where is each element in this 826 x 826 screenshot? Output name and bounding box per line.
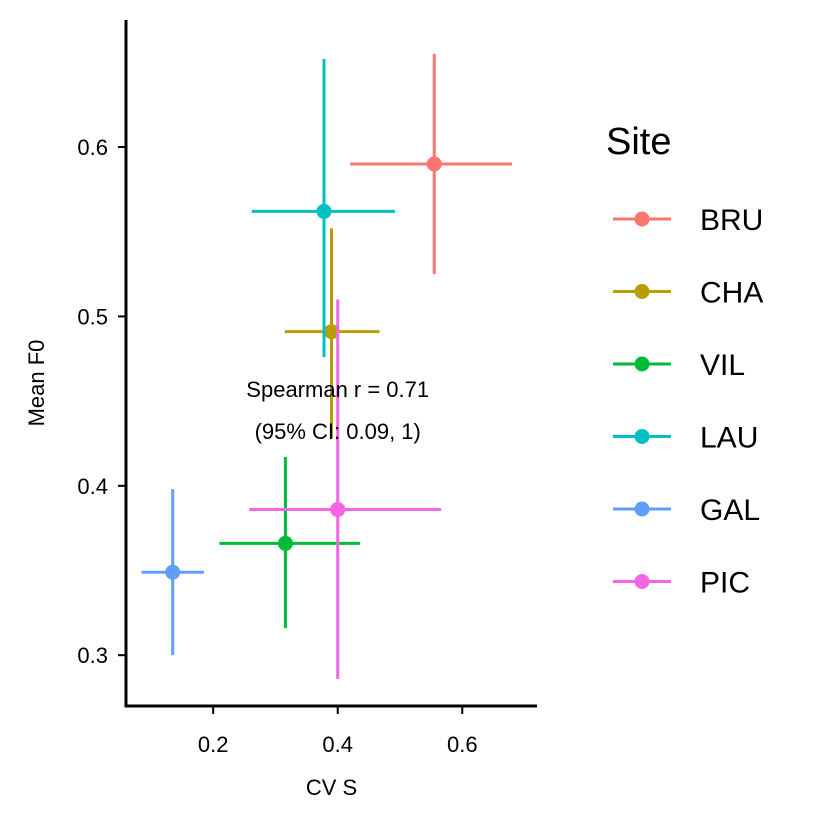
x-axis-title: CV S [306, 775, 357, 800]
data-point-bru [426, 156, 442, 172]
y-tick-label: 0.4 [77, 474, 108, 499]
y-tick-label: 0.3 [77, 643, 108, 668]
series-cha [284, 228, 380, 439]
legend-label-vil: VIL [700, 349, 745, 382]
y-tick-label: 0.5 [77, 304, 108, 329]
y-axis-ticks: 0.3 0.4 0.5 0.6 [77, 135, 126, 668]
legend-marker-vil [634, 356, 650, 372]
legend-label-lau: LAU [700, 422, 758, 455]
plot-area: Spearman r = 0.71 (95% CI: 0.09, 1) [141, 53, 513, 679]
legend-label-bru: BRU [700, 204, 763, 237]
x-tick-label: 0.4 [322, 732, 353, 757]
legend-label-cha: CHA [700, 277, 763, 310]
axes: 0.2 0.4 0.6 0.3 0.4 0.5 0.6 CV S Mean F0 [24, 20, 537, 800]
legend-item-pic: PIC [613, 567, 750, 600]
legend: Site BRU CHA VIL LAU GAL PIC [606, 121, 763, 600]
data-point-gal [165, 564, 181, 580]
legend-item-lau: LAU [613, 422, 758, 455]
legend-item-bru: BRU [613, 204, 763, 237]
data-point-cha [324, 324, 339, 340]
legend-marker-cha [634, 284, 650, 299]
x-tick-label: 0.6 [447, 732, 478, 757]
data-point-pic [330, 502, 346, 518]
legend-label-pic: PIC [700, 567, 750, 600]
series-bru [350, 53, 513, 275]
y-tick-label: 0.6 [77, 135, 108, 160]
series-gal [141, 489, 204, 656]
legend-label-gal: GAL [700, 494, 760, 527]
legend-item-vil: VIL [613, 349, 745, 382]
annotation-line-1: Spearman r = 0.71 [246, 377, 429, 402]
x-tick-label: 0.2 [198, 732, 229, 757]
legend-marker-lau [634, 429, 650, 444]
series-pic [249, 299, 442, 679]
legend-marker-pic [634, 574, 650, 589]
annotation-line-2: (95% CI: 0.09, 1) [255, 419, 421, 444]
series-lau [251, 58, 396, 358]
data-point-vil [277, 535, 293, 551]
y-axis-title: Mean F0 [24, 340, 49, 427]
legend-items: BRU CHA VIL LAU GAL PIC [613, 204, 763, 600]
legend-item-gal: GAL [613, 494, 760, 527]
x-axis-ticks: 0.2 0.4 0.6 [198, 706, 478, 757]
legend-title: Site [606, 121, 671, 163]
legend-marker-bru [634, 211, 650, 227]
legend-item-cha: CHA [613, 277, 763, 310]
annotation: Spearman r = 0.71 (95% CI: 0.09, 1) [246, 377, 429, 444]
legend-marker-gal [634, 501, 650, 517]
data-point-lau [316, 203, 332, 219]
series-layer [141, 53, 513, 679]
